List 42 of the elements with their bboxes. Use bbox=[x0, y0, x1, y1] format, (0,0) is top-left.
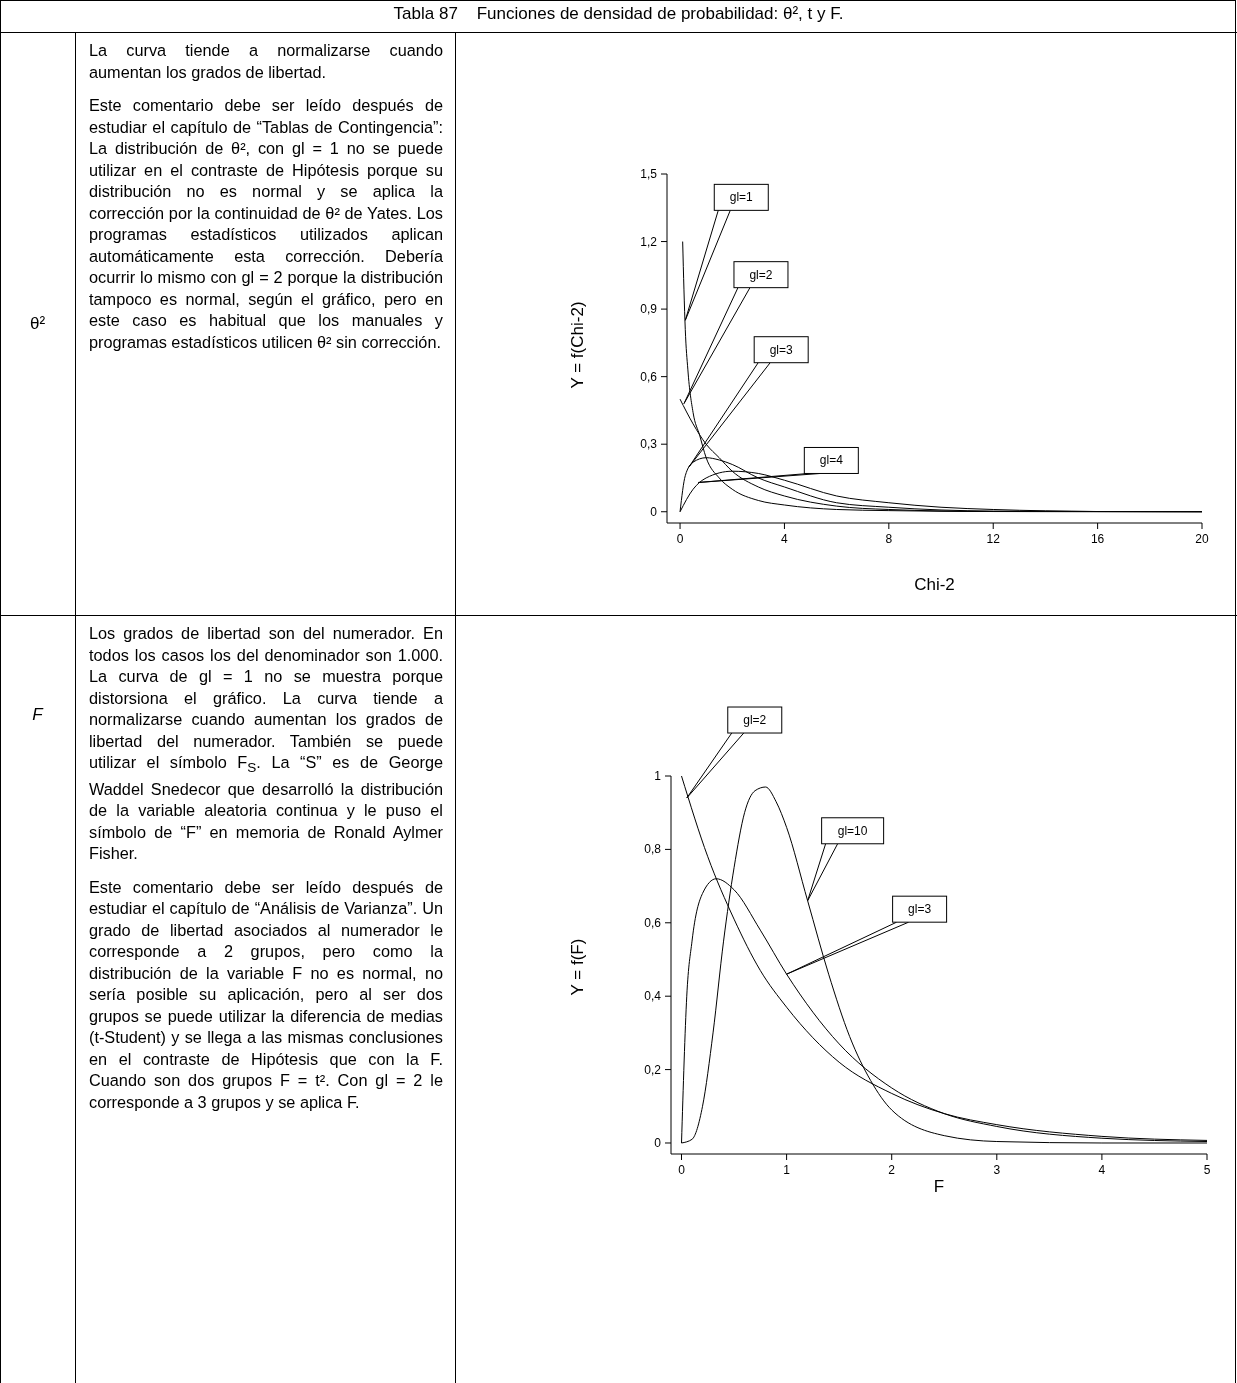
text: Este comentario debe ser leído después de estudiar el capítulo de “Tablas de Contingencia”: La distribución de θ², con gl = 1 no se puede utilizar en el contraste de Hipótesis porque su distribución no es normal y se aplica la corrección por la continuidad de θ² de Yates. Los programas estadísticos utilizados aplican automáticamente esta corrección. Debería ocurrir lo mismo con gl = 2 porque la distribución tampoco es normal, según el gráfico, pero en este caso es habitual que los manuales y programas estadísticos utilicen θ² sin corrección. bbox=[89, 96, 443, 351]
text: F bbox=[32, 705, 43, 725]
y-tick-label: 0,4 bbox=[644, 989, 662, 1004]
y-axis-title: Y = f(F) bbox=[568, 938, 587, 996]
x-tick-label: 4 bbox=[781, 532, 789, 546]
y-axis-title: Y = f(Chi-2) bbox=[568, 301, 587, 389]
x-tick-label: 1 bbox=[783, 1163, 791, 1177]
y-tick-label: 0,6 bbox=[644, 915, 662, 930]
x-tick-label: 2 bbox=[888, 1163, 896, 1177]
annotation: gl=2 bbox=[743, 713, 767, 728]
y-tick-label: 0,8 bbox=[644, 842, 662, 857]
text: θ² bbox=[29, 313, 46, 334]
text: La curva tiende a normalizarse cuando aumentan los grados de libertad. bbox=[89, 40, 443, 83]
x-axis-title: F bbox=[933, 1177, 945, 1196]
x-tick-label: 16 bbox=[1090, 532, 1105, 546]
annotation: gl=3 bbox=[908, 902, 932, 917]
x-tick-label: 12 bbox=[986, 532, 1001, 546]
text: Este comentario debe ser leído después de estudiar el capítulo de “Análisis de Varianza”. Un grado de libertad asociados al numerador le corresponde a 2 grupos, pero como la distribución de la variable F no es normal, no sería posible su aplicación, pero al ser dos grupos se puede utilizar la diferencia de medias (t-Student) y se llega a las mismas conclusiones en el contraste de Hipótesis que con la F. Cuando son dos grupos F = t². Con gl = 2 le corresponde a 3 grupos y se aplica F. bbox=[89, 877, 443, 1111]
x-tick-label: 20 bbox=[1195, 532, 1209, 546]
y-tick-label: 0,6 bbox=[640, 369, 658, 384]
text: Tabla 87 Funciones de densidad de probabilidad: θ², t y F. bbox=[392, 4, 845, 24]
y-tick-label: 0 bbox=[654, 1135, 662, 1150]
y-tick-label: 0,9 bbox=[640, 302, 658, 317]
x-tick-label: 0 bbox=[678, 1163, 686, 1177]
y-tick-label: 0,3 bbox=[640, 437, 658, 452]
y-tick-label: 0,2 bbox=[644, 1062, 662, 1077]
annotation: gl=10 bbox=[837, 823, 868, 838]
y-tick-label: 1 bbox=[654, 769, 662, 783]
y-tick-label: 1,5 bbox=[640, 167, 658, 181]
y-tick-label: 0 bbox=[650, 504, 658, 519]
annotation: gl=2 bbox=[749, 267, 773, 282]
x-tick-label: 0 bbox=[676, 532, 684, 546]
annotation: gl=1 bbox=[729, 190, 754, 205]
x-tick-label: 4 bbox=[1098, 1163, 1106, 1177]
x-tick-label: 3 bbox=[993, 1163, 1001, 1177]
text: Los grados de libertad son del numerador. En todos los casos los del denominador son 1.000. La curva de gl = 1 no se muestra porque distorsiona el gráfico. La curva tiende a normalizarse cuando aumentan los grados de libertad del numerador. También se puede utilizar el símbolo F$_{S}$. La “S” es de George Waddel Snedecor que desarrolló la distribución de la variable aleatoria continua y le puso el símbolo de “F” en memoria de Ronald Aylmer Fisher. bbox=[89, 624, 443, 863]
x-tick-label: 5 bbox=[1203, 1163, 1211, 1177]
x-axis-title: Chi-2 bbox=[914, 575, 955, 594]
x-tick-label: 8 bbox=[885, 532, 893, 546]
annotation: gl=4 bbox=[819, 453, 844, 468]
y-tick-label: 1,2 bbox=[640, 234, 658, 249]
annotation: gl=3 bbox=[769, 342, 794, 357]
